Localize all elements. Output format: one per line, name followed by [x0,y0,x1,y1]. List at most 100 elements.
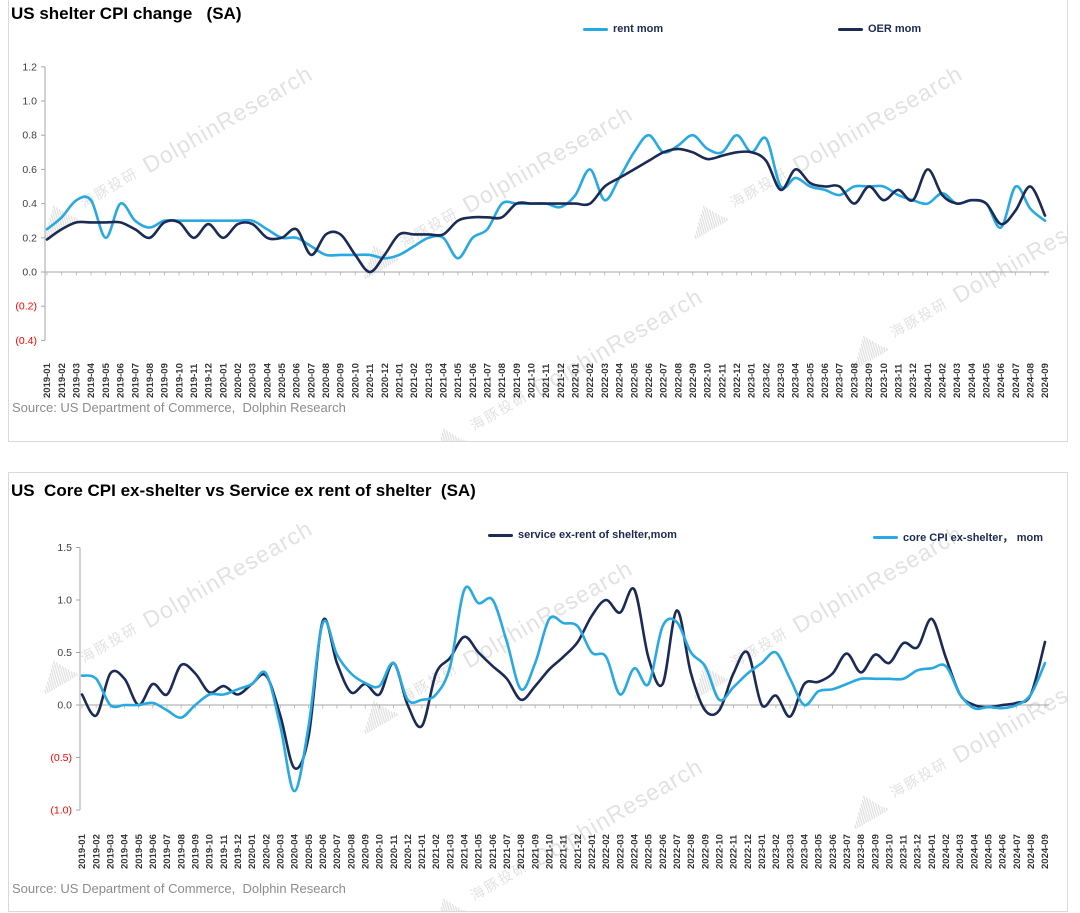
x-tick-label: 2019-06 [116,363,127,398]
y-tick-label: 0.2 [22,232,37,244]
x-tick-label: 2020-10 [375,834,386,869]
shelter-cpi-title: US shelter CPI change (SA) [11,4,242,23]
x-tick-label: 2020-09 [336,363,347,398]
y-tick-label: 0.6 [22,164,37,176]
y-tick-label: (1.0) [50,805,72,817]
x-tick-label: 2021-05 [474,833,485,869]
x-tick-label: 2020-07 [306,363,317,398]
x-tick-label: 2019-08 [176,834,187,869]
x-tick-label: 2023-03 [776,363,787,398]
core-cpi-ex-shelter-line-chart: 1.5 1.0 0.5 0.0 (0.5) (1.0) 2019-01 2019-02 2019… [50,542,1051,869]
x-tick-label: 2019-05 [134,833,145,869]
x-tick-label: 2023-11 [893,363,904,398]
x-tick-label: 2022-05 [629,362,640,398]
x-tick-label: 2024-04 [969,833,980,869]
x-tick-label: 2021-09 [530,834,541,869]
core-cpi-ex-shelter-panel: 海豚投研 DolphinResearch 海豚投研 DolphinResearch 海豚… [8,472,1068,912]
rent-mom-line-swatch [583,27,608,31]
x-tick-label: 2020-05 [277,362,288,398]
x-tick-label: 2020-06 [318,834,329,869]
x-tick-label: 2020-08 [346,834,357,869]
x-tick-label: 2024-05 [984,833,995,869]
x-tick-label: 2022-09 [688,363,699,398]
y-tick-label: 1.5 [57,542,72,554]
y-tick-label: 0.8 [22,130,37,142]
series-line-oer-mom [45,147,1047,274]
x-tick-label: 2023-10 [879,363,890,398]
x-tick-label: 2023-10 [884,834,895,869]
legend-core-cpi-ex-shelter: core CPI ex-shelter， mom [873,529,1043,545]
x-tick-label: 2021-04 [460,833,471,869]
x-tick-label: 2021-02 [409,363,420,398]
y-tick-label: 0.5 [57,647,72,659]
y-tick-label: (0.2) [15,301,37,313]
x-tick-label: 2019-10 [205,834,216,869]
x-tick-label: 2019-04 [86,362,97,398]
y-tick-label: (0.4) [15,335,37,347]
x-tick-label: 2021-08 [516,834,527,869]
x-tick-label: 2021-05 [453,362,464,398]
x-tick-label: 2022-06 [644,363,655,398]
x-tick-label: 2019-11 [219,834,230,869]
x-tick-label: 2023-01 [757,833,768,869]
x-tick-label: 2021-11 [541,363,552,398]
x-tick-label: 2024-04 [967,362,978,398]
x-tick-label: 2024-09 [1040,363,1051,398]
x-tick-label: 2023-04 [791,362,802,398]
x-tick-label: 2020-01 [218,362,229,398]
y-tick-label: 0.0 [22,267,37,279]
x-tick-label: 2023-09 [864,363,875,398]
x-tick-label: 2021-06 [468,363,479,398]
x-tick-label: 2020-04 [290,833,301,869]
legend-core-cpi-ex-shelter-label: core CPI ex-shelter， mom [903,532,1043,544]
x-tick-label: 2024-01 [927,833,938,869]
x-tick-label: 2021-07 [502,834,513,869]
x-tick-label: 2024-07 [1012,834,1023,869]
x-tick-label: 2023-02 [761,363,772,398]
x-tick-label: 2019-02 [91,834,102,869]
x-tick-label: 2019-12 [204,363,215,398]
y-tick-label: 1.0 [22,96,37,108]
y-tick-label: (0.5) [50,752,72,764]
x-tick-label: 2021-03 [424,363,435,398]
legend-rent-mom-label: rent mom [613,23,664,35]
x-tick-label: 2024-02 [941,834,952,869]
x-tick-label: 2022-11 [717,363,728,398]
x-axis: 2019-01 2019-02 2019-03 2019-04 2019-05 2019-… [77,704,1051,869]
x-tick-label: 2023-08 [849,363,860,398]
x-tick-label: 2021-04 [439,362,450,398]
x-tick-label: 2024-08 [1026,363,1037,398]
x-tick-label: 2021-01 [417,833,428,869]
shelter-cpi-panel: 海豚投研 DolphinResearch 海豚投研 DolphinResearch 海豚… [8,0,1068,442]
service-ex-rent-line-swatch [488,533,513,537]
x-tick-label: 2019-06 [148,834,159,869]
x-tick-label: 2024-03 [955,834,966,869]
x-tick-label: 2023-11 [899,834,910,869]
x-tick-label: 2024-07 [1011,363,1022,398]
x-tick-label: 2021-09 [512,363,523,398]
x-tick-label: 2024-03 [952,363,963,398]
x-tick-label: 2019-04 [120,833,131,869]
x-tick-label: 2023-12 [908,363,919,398]
x-tick-label: 2024-09 [1040,834,1051,869]
core-cpi-ex-shelter-title: US Core CPI ex-shelter vs Service ex ren… [11,481,476,500]
series-line-service-ex-rent-of-shelter-mom [80,586,1047,770]
x-tick-label: 2022-05 [644,833,655,869]
series-line-core-cpi-ex-shelter-mom [80,585,1047,793]
x-tick-label: 2020-07 [332,834,343,869]
x-tick-label: 2021-01 [394,362,405,398]
x-tick-label: 2024-01 [923,362,934,398]
x-tick-label: 2022-06 [658,834,669,869]
x-axis: 2019-01 2019-02 2019-03 2019-04 2019-05 2019-… [42,271,1051,398]
x-tick-label: 2019-12 [233,834,244,869]
x-tick-label: 2019-09 [160,363,171,398]
x-tick-label: 2022-09 [700,834,711,869]
core-cpi-ex-shelter-line-swatch [873,535,898,539]
x-tick-label: 2021-10 [527,363,538,398]
x-tick-label: 2019-05 [101,362,112,398]
x-tick-label: 2024-02 [938,363,949,398]
legend-rent-mom: rent mom [583,23,663,35]
x-tick-label: 2020-12 [403,834,414,869]
x-tick-label: 2019-01 [77,833,88,869]
